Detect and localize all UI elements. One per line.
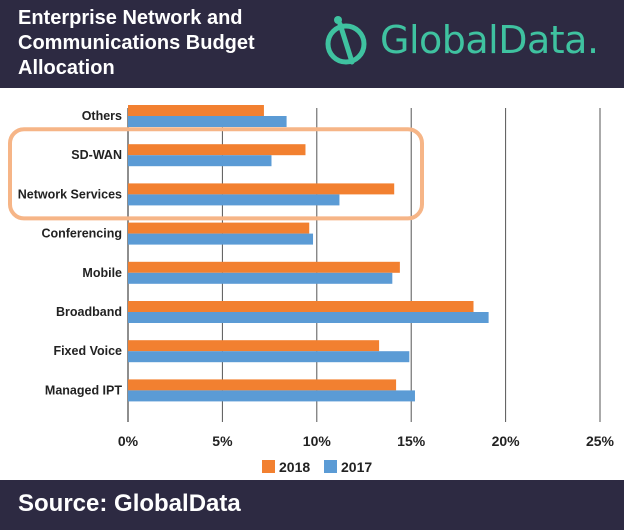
x-tick-label-25-: 25% [586, 433, 615, 449]
legend-swatch-2017 [324, 460, 337, 473]
legend-swatch-2018 [262, 460, 275, 473]
bar-2017-network-services [128, 194, 340, 206]
category-label-sd-wan: SD-WAN [71, 148, 122, 162]
bar-2018-sd-wan [128, 144, 306, 156]
legend-label-2018: 2018 [279, 459, 310, 475]
x-tick-label-10-: 10% [303, 433, 332, 449]
bar-2017-mobile [128, 272, 393, 284]
bar-2018-managed-ipt [128, 379, 397, 391]
bar-2017-managed-ipt [128, 390, 415, 402]
category-label-mobile: Mobile [82, 266, 122, 280]
x-tick-label-20-: 20% [492, 433, 521, 449]
category-label-broadband: Broadband [56, 305, 122, 319]
x-tick-label-0-: 0% [118, 433, 139, 449]
chart-title-line-2: Communications Budget [18, 32, 255, 54]
legend-label-2017: 2017 [341, 459, 372, 475]
highlight-box [8, 127, 424, 221]
bar-2018-conferencing [128, 222, 310, 234]
category-label-others: Others [82, 109, 122, 123]
bar-2018-mobile [128, 261, 400, 273]
bar-chart: 0% 5% 10% 15% 20% 25% Others SD-WAN Network Serv… [0, 88, 624, 480]
bar-2018-network-services [128, 183, 395, 195]
bar-2017-sd-wan [128, 155, 272, 167]
source-note: Source: GlobalData [18, 490, 241, 517]
bar-2018-fixed-voice [128, 340, 380, 352]
globaldata-logo-icon [325, 16, 367, 65]
category-label-conferencing: Conferencing [41, 227, 122, 241]
chart-title-line-3: Allocation [18, 57, 115, 79]
bar-2017-broadband [128, 312, 489, 323]
bar-2017-others [128, 116, 287, 127]
globaldata-logo-text: GlobalData. [380, 18, 599, 62]
x-tick-label-15-: 15% [397, 433, 426, 449]
header-banner: Enterprise Network and Communications Bu… [0, 0, 624, 88]
bar-2017-fixed-voice [128, 351, 410, 363]
category-label-managed-ipt: Managed IPT [45, 383, 122, 397]
chart-title-line-1: Enterprise Network and [18, 7, 243, 29]
globaldata-logo: GlobalData. [324, 14, 624, 70]
category-label-fixed-voice: Fixed Voice [53, 344, 122, 358]
bar-2018-broadband [128, 301, 474, 312]
bar-2018-others [128, 105, 264, 116]
x-tick-label-5-: 5% [212, 433, 233, 449]
category-label-network-services: Network Services [18, 187, 122, 201]
footer-banner: Source: GlobalData [0, 480, 624, 530]
bar-2017-conferencing [128, 233, 314, 245]
chart-title: Enterprise Network and Communications Bu… [18, 6, 318, 81]
bar-chart-svg: 0% 5% 10% 15% 20% 25% Others SD-WAN Network Serv… [8, 105, 615, 475]
